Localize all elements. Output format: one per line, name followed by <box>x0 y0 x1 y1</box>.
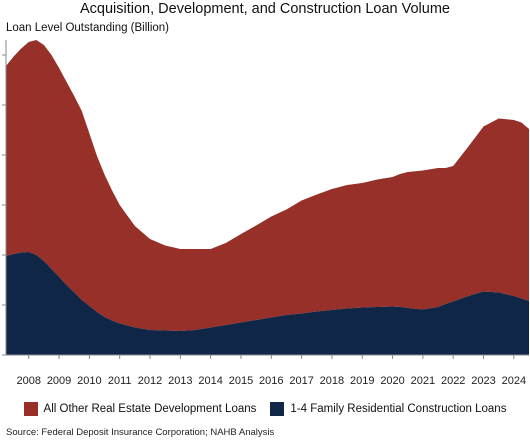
y-ticks <box>2 54 6 356</box>
x-tick-label: 2009 <box>47 375 71 387</box>
x-tick-label: 2013 <box>168 375 192 387</box>
source-note: Source: Federal Deposit Insurance Corpor… <box>6 427 275 438</box>
x-tick-label: 2019 <box>350 375 374 387</box>
y-axis-label: Loan Level Outstanding (Billion) <box>6 22 170 34</box>
x-tick-label: 2024 <box>502 375 526 387</box>
x-tick-label: 2016 <box>259 375 283 387</box>
legend-item-other-loans: All Other Real Estate Development Loans <box>23 402 257 416</box>
x-ticks: 2008 2009 2010 2011 2012 2013 2014 2015 2016 2017… <box>16 355 526 387</box>
x-tick-label: 2023 <box>471 375 495 387</box>
x-tick-label: 2017 <box>289 375 313 387</box>
chart-title: Acquisition, Development, and Constructi… <box>80 1 450 17</box>
x-tick-label: 2020 <box>380 375 404 387</box>
x-tick-label: 2008 <box>16 375 40 387</box>
legend-item-residential-loans: 1-4 Family Residential Construction Loan… <box>270 402 506 416</box>
legend: All Other Real Estate Development Loans … <box>0 402 530 416</box>
x-tick-label: 2011 <box>108 375 132 387</box>
legend-swatch-other-loans <box>23 402 38 416</box>
x-tick-label: 2022 <box>441 375 465 387</box>
x-tick-label: 2015 <box>229 375 253 387</box>
legend-swatch-residential-loans <box>270 402 285 416</box>
x-tick-label: 2018 <box>320 375 344 387</box>
x-tick-label: 2021 <box>411 375 435 387</box>
x-tick-label: 2014 <box>198 375 222 387</box>
plot-area: 2008 2009 2010 2011 2012 2013 2014 2015 2016 2017… <box>2 40 529 387</box>
x-tick-label: 2010 <box>77 375 101 387</box>
area-series-residential-loans <box>6 252 529 355</box>
x-tick-label: 2012 <box>138 375 162 387</box>
legend-label-other-loans: All Other Real Estate Development Loans <box>43 403 257 415</box>
area-series-other-loans <box>6 40 529 331</box>
area-series-group <box>6 40 529 355</box>
legend-label-residential-loans: 1-4 Family Residential Construction Loan… <box>290 403 507 415</box>
